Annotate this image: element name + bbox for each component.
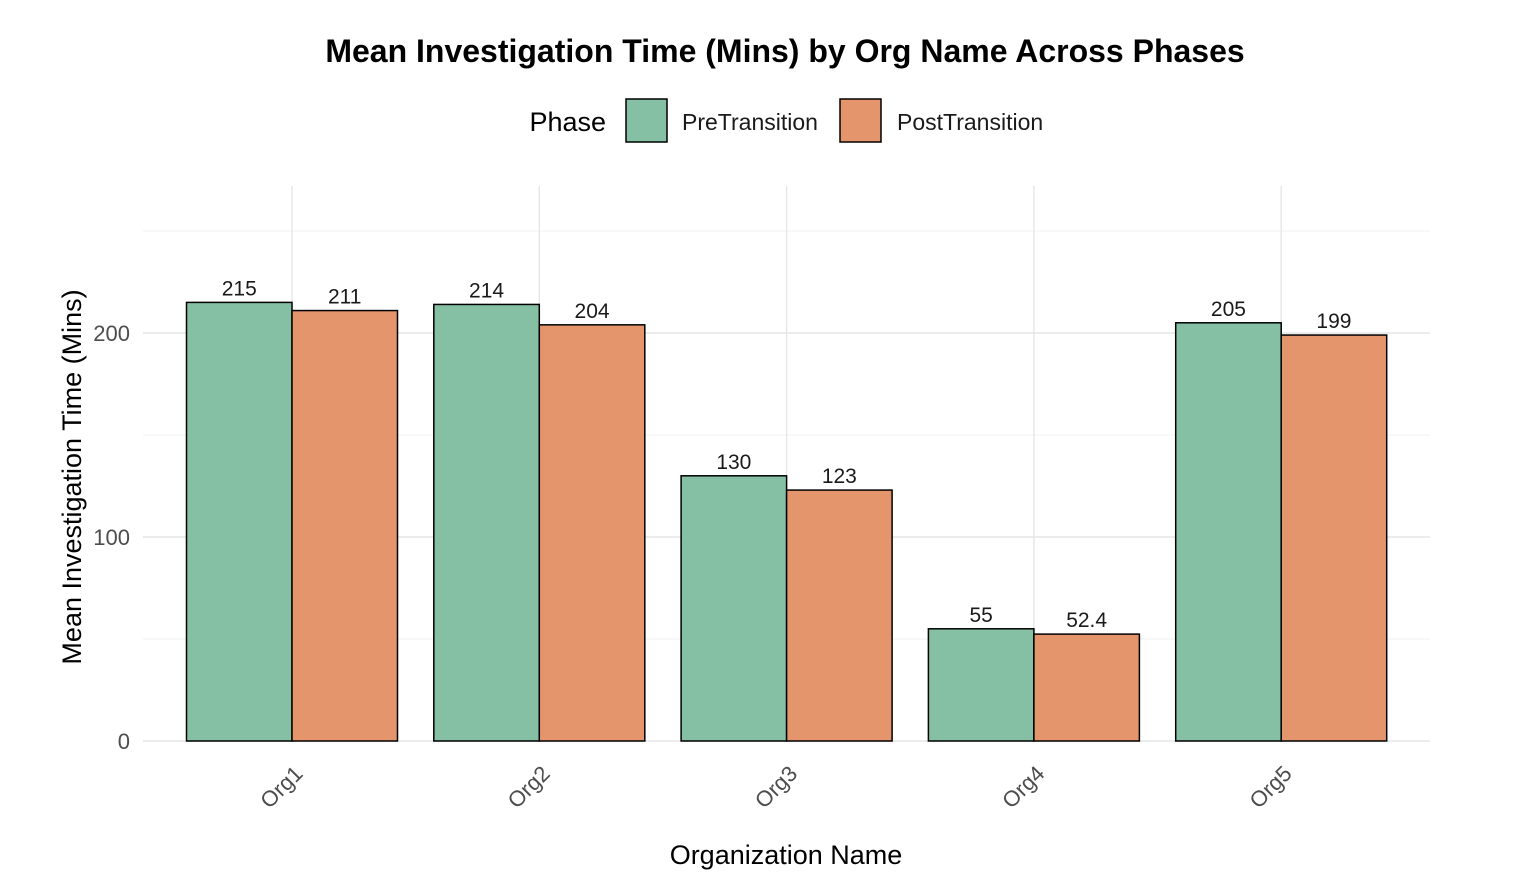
data-label-org5-posttransition: 199 [1316,310,1351,333]
bar-org2-posttransition [538,324,646,742]
legend: Phase PreTransition PostTransition [529,98,1043,143]
data-label-org1-posttransition: 211 [328,286,361,309]
data-label-org2-pretransition: 214 [469,279,504,302]
data-label-org5-pretransition: 205 [1211,298,1246,321]
data-label-org4-posttransition: 52.4 [1066,609,1107,632]
bar-org1-posttransition [291,309,399,742]
bar-org1-pretransition [185,301,293,742]
bar-org3-posttransition [785,489,893,742]
data-label-org4-pretransition: 55 [969,604,992,627]
y-tick-label: 200 [93,321,130,346]
chart-title: Mean Investigation Time (Mins) by Org Na… [325,33,1244,69]
x-tick-label-org3: Org3 [750,761,802,813]
data-label-org1-pretransition: 215 [222,277,257,300]
y-tick-label: 100 [93,525,130,550]
legend-swatch-pretransition [625,98,668,143]
data-label-org3-posttransition: 123 [822,465,857,488]
data-label-org2-posttransition: 204 [575,300,610,323]
x-tick-label-org2: Org2 [503,761,555,813]
x-tick-label-org5: Org5 [1244,761,1296,813]
bar-org5-pretransition [1174,322,1282,742]
bar-org2-pretransition [433,303,541,742]
legend-swatch-posttransition [839,98,882,143]
x-tick-label-org1: Org1 [255,761,307,813]
bar-org3-pretransition [680,475,788,742]
bars [185,301,1388,742]
bar-org4-pretransition [927,628,1035,742]
x-axis-title: Organization Name [670,840,903,870]
legend-title: Phase [529,107,606,137]
legend-label-pretransition: PreTransition [682,109,818,135]
x-axis-ticks: Org1 Org2 Org3 Org4 Org5 [255,761,1296,813]
data-labels: 215 211 214 204 130 123 55 52.4 205 199 [222,277,1352,632]
legend-label-posttransition: PostTransition [897,109,1043,135]
y-axis-ticks: 0 100 200 [93,321,130,754]
bar-org5-posttransition [1280,334,1388,742]
y-tick-label: 0 [118,729,130,754]
bar-org4-posttransition [1033,633,1141,742]
data-label-org3-pretransition: 130 [716,451,751,474]
y-axis-title: Mean Investigation Time (Mins) [57,289,87,664]
x-tick-label-org4: Org4 [997,761,1049,813]
